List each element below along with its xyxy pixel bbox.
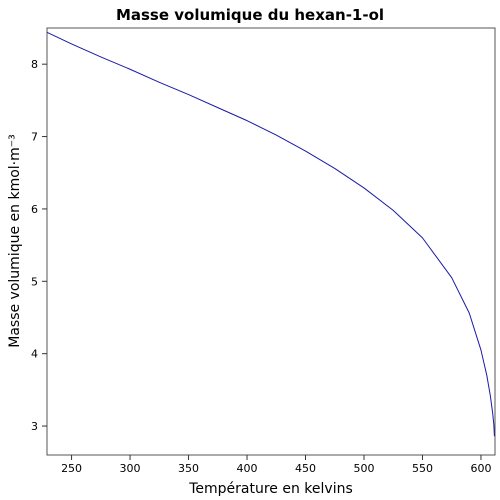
y-tick-label: 6: [31, 203, 38, 216]
y-tick-label: 3: [31, 420, 38, 433]
x-tick-label: 250: [61, 462, 82, 475]
chart-title: Masse volumique du hexan-1-ol: [116, 6, 384, 24]
x-tick-label: 300: [120, 462, 141, 475]
series-line-0: [46, 31, 495, 437]
x-tick-label: 500: [353, 462, 374, 475]
x-tick-label: 600: [470, 462, 491, 475]
x-tick-label: 550: [412, 462, 433, 475]
y-tick-label: 7: [31, 131, 38, 144]
y-axis: 3 4 5 6 7 8: [31, 58, 47, 433]
series-layer: [46, 31, 495, 437]
plot-frame: [46, 27, 496, 456]
y-tick-label: 5: [31, 275, 38, 288]
x-tick-label: 350: [178, 462, 199, 475]
y-tick-label: 8: [31, 58, 38, 71]
y-axis-label: Masse volumique en kmol·m⁻³: [7, 134, 23, 348]
y-tick-label: 4: [31, 348, 38, 361]
x-axis-label: Température en kelvins: [188, 481, 353, 497]
x-tick-label: 450: [295, 462, 316, 475]
x-tick-label: 400: [237, 462, 258, 475]
x-axis: 250 300 350 400 450 500 550 600: [61, 455, 491, 475]
